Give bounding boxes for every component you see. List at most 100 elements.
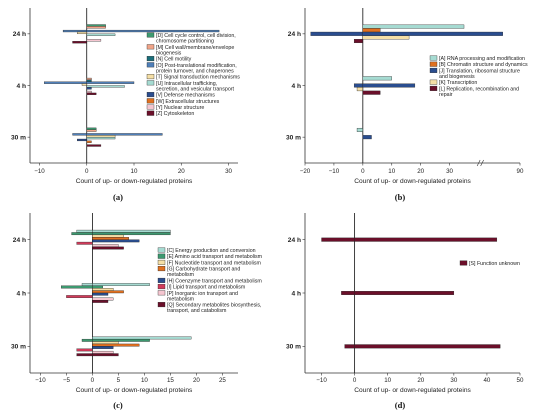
bar: [86, 33, 116, 36]
bar: [76, 229, 93, 233]
bar: [76, 348, 93, 352]
bar: [92, 239, 140, 243]
legend-entry: [K] Transcription: [439, 80, 477, 86]
x-axis-label: Count of up- or down-regulated proteins: [354, 178, 471, 185]
bar: [72, 133, 87, 136]
x-tick-label: 10: [141, 377, 148, 384]
legend-entry: [Q] Secondary metabolites biosynthesis, t…: [167, 303, 262, 315]
bar: [362, 90, 381, 95]
bar: [86, 24, 106, 27]
legend-entry: [U] Intracellular trafficking, secretion,…: [156, 81, 235, 93]
x-tick-label: 0: [361, 168, 365, 175]
bar: [72, 41, 87, 44]
panel-3: −10 0 10 20 30 40 50 Count of up- or down-regul…: [286, 213, 524, 410]
legend-entry: [W] Extracellular structures: [156, 99, 220, 105]
category-label: 30 m: [11, 134, 26, 141]
bar: [86, 136, 116, 140]
bar: [92, 336, 192, 340]
legend-entry: [L] Replication, recombination and repair: [439, 86, 519, 98]
legend-entry: [P] Inorganic ion transport and metabolis…: [167, 291, 238, 303]
bar: [92, 346, 114, 349]
category-label: 4 h: [291, 290, 301, 297]
bar: [77, 31, 87, 35]
bar: [354, 237, 498, 242]
axis-break-mark: [476, 159, 481, 167]
bar: [86, 92, 97, 95]
bar: [81, 83, 87, 86]
bar: [81, 338, 93, 342]
legend-swatch: [429, 55, 438, 61]
bar: [86, 29, 220, 33]
legend-entry: [N] Cell motility: [156, 57, 192, 63]
x-tick-label: 20: [193, 377, 200, 384]
legend: [A] RNA processing and modification[B] C…: [429, 55, 528, 98]
bar: [356, 127, 364, 132]
x-axis-label: Count of up- or down-regulated proteins: [76, 387, 193, 394]
bar: [86, 77, 92, 81]
bar: [76, 353, 93, 357]
x-tick-label: 0: [85, 168, 89, 175]
legend-swatch: [157, 284, 166, 290]
legend-entry: [I] Lipid transport and metabolism: [167, 285, 246, 291]
bar: [92, 297, 114, 301]
bar: [86, 87, 92, 90]
x-tick-label: −20: [300, 168, 311, 175]
legend-swatch: [429, 61, 438, 67]
category-label: 24 h: [13, 31, 26, 38]
x-tick-label: −10: [35, 377, 46, 384]
x-tick-label: 10: [131, 168, 138, 175]
bar: [356, 87, 364, 92]
bar: [86, 127, 97, 130]
legend-entry: [S] Function unknown: [469, 261, 520, 267]
bar: [86, 26, 106, 29]
x-axis-label: Count of up- or down-regulated proteins: [354, 387, 471, 394]
x-tick-label: 10: [388, 168, 395, 175]
legend-swatch: [429, 85, 438, 91]
bar: [362, 31, 503, 36]
legend-swatch: [157, 266, 166, 272]
x-tick-label: −10: [316, 377, 327, 384]
bar: [362, 35, 410, 40]
x-tick-label: 90: [517, 168, 524, 175]
bar: [354, 344, 501, 349]
bar: [353, 39, 364, 44]
bar: [86, 85, 125, 88]
legend-entry: [E] Amino acid transport and metabolism: [167, 254, 263, 260]
legend-swatch: [146, 44, 155, 50]
bar: [92, 234, 124, 238]
x-tick-label: 5: [117, 377, 121, 384]
panel-1: −20 −10 0 10 20 30 90 Count of up- or down-regu…: [286, 8, 528, 202]
x-tick-label: −10: [329, 168, 340, 175]
panel-label: (d): [395, 400, 406, 410]
panel-label: (b): [395, 192, 406, 202]
legend-entry: [H] Coenzyme transport and metabolism: [167, 278, 262, 284]
legend-entry: [A] RNA processing and modification: [439, 56, 525, 62]
x-tick-label: 0: [91, 377, 95, 384]
bar: [362, 83, 416, 88]
legend-entry: [T] Signal transduction mechanisms: [156, 75, 240, 81]
category-label: 30 m: [11, 344, 26, 351]
bar: [354, 291, 455, 295]
category-label: 30 m: [286, 344, 301, 351]
category-label: 4 h: [16, 83, 26, 90]
bar: [92, 285, 103, 289]
x-tick-label: −10: [34, 168, 45, 175]
panel-0: −10 0 10 20 30 Count of up- or down-regulated…: [11, 8, 240, 202]
bar: [86, 135, 116, 138]
bar: [92, 343, 140, 347]
legend-entry: [J] Translation, ribosomal structure and …: [439, 68, 520, 80]
x-tick-label: 20: [417, 377, 424, 384]
legend-swatch: [157, 247, 166, 253]
bar: [86, 140, 92, 143]
axis-break-mark: [480, 159, 484, 167]
legend-swatch: [146, 74, 155, 80]
x-tick-label: 40: [483, 377, 490, 384]
bar: [92, 338, 150, 342]
bar: [86, 79, 92, 82]
legend-swatch: [146, 62, 155, 68]
bar: [44, 81, 87, 84]
bar: [362, 28, 381, 33]
bar: [86, 39, 102, 42]
